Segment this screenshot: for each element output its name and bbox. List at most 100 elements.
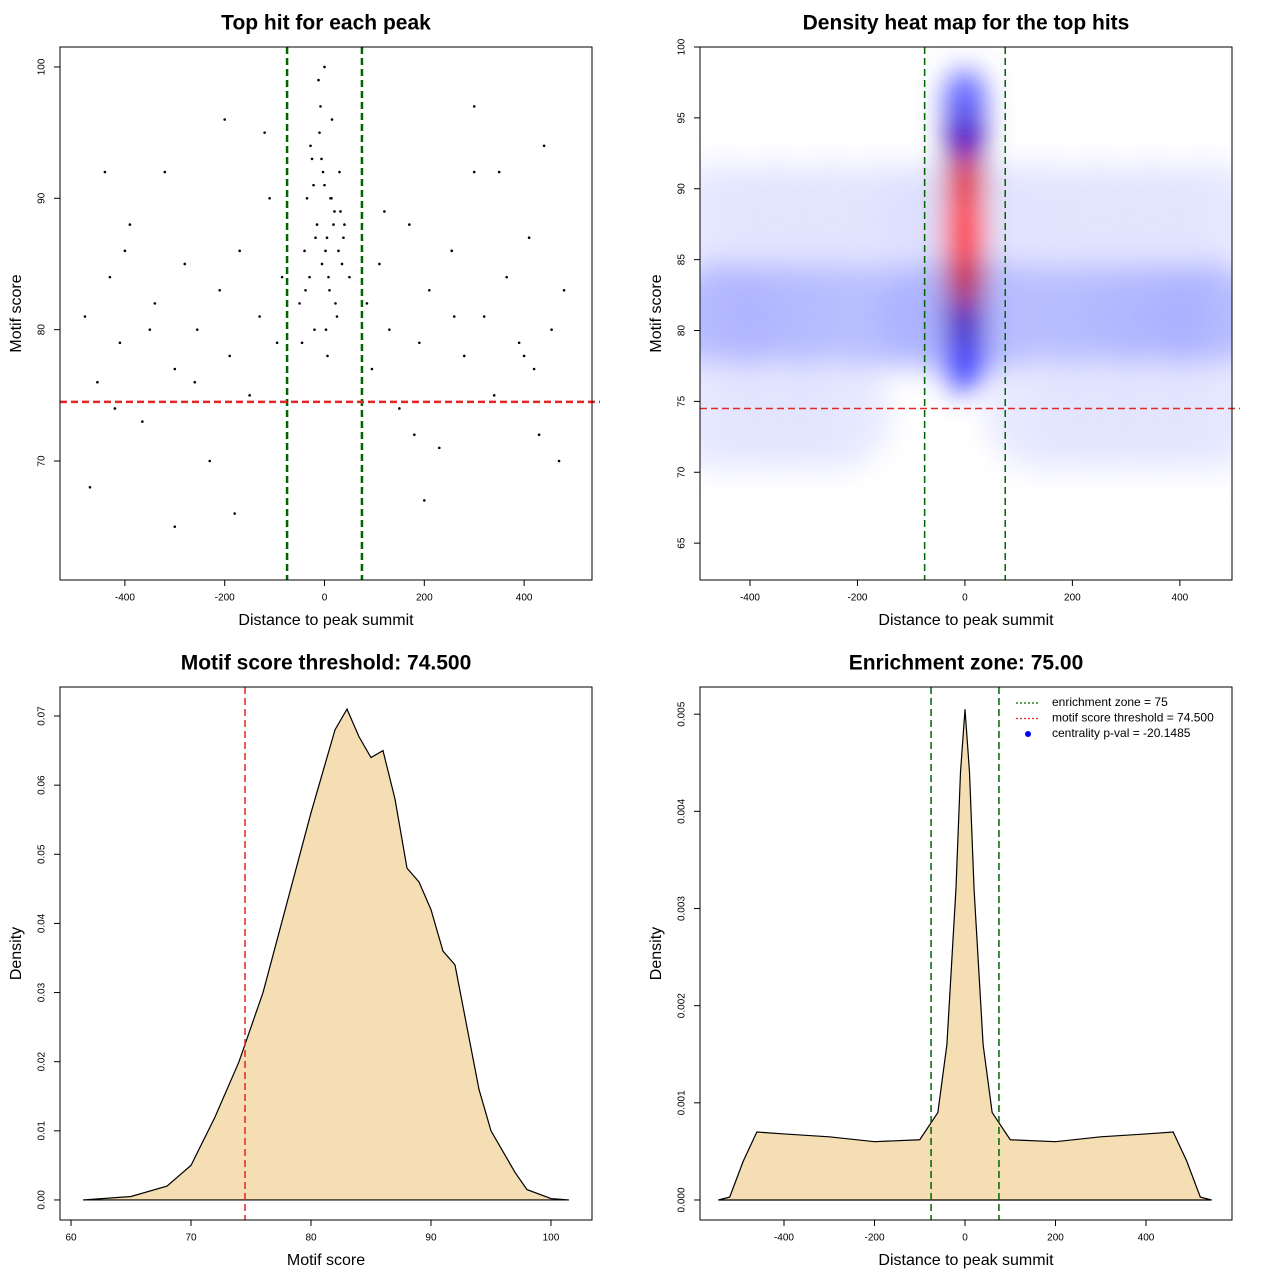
y-tick-label: 65 [677, 537, 688, 549]
point [233, 512, 236, 515]
y-tick-label: 95 [677, 112, 688, 124]
point [305, 197, 309, 200]
point [338, 170, 341, 174]
y-tick-label: 0.03 [37, 982, 48, 1002]
point [334, 302, 337, 305]
point [96, 380, 99, 384]
y-tick-label: 0.000 [677, 1187, 688, 1212]
y-tick-label: 70 [37, 455, 48, 467]
x-tick-label: 60 [65, 1233, 77, 1244]
x-tick-label: 70 [185, 1233, 197, 1244]
point [542, 144, 546, 148]
point [437, 446, 441, 450]
point [324, 249, 327, 253]
point [163, 170, 167, 174]
point [88, 485, 92, 489]
x-tick-label: -400 [115, 593, 135, 604]
point [118, 341, 122, 345]
y-tick-label: 80 [677, 325, 688, 337]
x-tick-label: -400 [774, 1233, 794, 1244]
y-tick-label: 0.005 [677, 701, 688, 726]
point [348, 275, 351, 279]
legend-label: centrality p-val = -20.1485 [1052, 726, 1191, 740]
plot-frame [699, 686, 1233, 1221]
density-cell [1146, 162, 1232, 273]
heat-layer [700, 69, 1232, 471]
point [537, 433, 541, 437]
point [418, 341, 421, 345]
point [378, 262, 381, 266]
point [173, 367, 177, 371]
point [318, 131, 321, 134]
point [413, 433, 416, 437]
point [388, 328, 391, 331]
point [492, 394, 496, 397]
density-area [718, 709, 1212, 1201]
x-axis-label: Distance to peak summit [238, 612, 414, 629]
y-tick-label: 80 [37, 324, 48, 336]
plot-frame [59, 686, 593, 1221]
point [113, 407, 117, 410]
point [328, 288, 331, 292]
y-tick-label: 0.02 [37, 1052, 48, 1072]
point [310, 157, 314, 161]
point [324, 328, 328, 331]
point [320, 157, 323, 161]
x-tick-label: -400 [740, 593, 760, 604]
point [557, 459, 561, 463]
x-tick-label: -200 [864, 1233, 884, 1244]
y-tick-label: 70 [677, 466, 688, 478]
point [517, 341, 521, 345]
x-tick-label: 100 [543, 1233, 560, 1244]
point [323, 183, 326, 187]
density-cell [1146, 360, 1232, 471]
point [321, 170, 325, 174]
point [123, 249, 127, 253]
point [309, 144, 312, 148]
point [532, 367, 536, 371]
x-tick-label: 0 [962, 1233, 968, 1244]
point [108, 275, 112, 279]
x-tick-label: 80 [305, 1233, 317, 1244]
point [383, 210, 386, 213]
y-tick-label: 0.01 [37, 1121, 48, 1141]
density-area [82, 707, 570, 1201]
point [450, 249, 454, 253]
x-tick-label: -200 [215, 593, 235, 604]
point [482, 315, 486, 318]
point [312, 183, 315, 187]
chart-title: Density heat map for the top hits [803, 12, 1130, 35]
y-tick-label: 0.00 [37, 1190, 48, 1210]
point [308, 275, 311, 279]
density-cell [1146, 261, 1232, 372]
point [128, 223, 132, 226]
y-tick-label: 100 [677, 38, 688, 55]
point [313, 328, 316, 331]
point [218, 288, 221, 292]
y-axis-label: Density [8, 927, 25, 980]
plot-area [83, 65, 566, 528]
point [300, 341, 304, 345]
point [522, 354, 526, 358]
y-tick-label: 0.001 [677, 1090, 688, 1115]
point [428, 288, 431, 292]
point [153, 302, 157, 305]
point [148, 328, 152, 331]
chart-title: Enrichment zone: 75.00 [849, 652, 1084, 675]
legend-label: enrichment zone = 75 [1052, 695, 1168, 709]
point [398, 407, 401, 410]
point [141, 420, 144, 423]
point [337, 249, 340, 253]
point [562, 288, 566, 292]
point [103, 170, 107, 174]
y-tick-label: 0.04 [37, 913, 48, 933]
plot-area [82, 707, 570, 1201]
x-tick-label: 400 [516, 593, 533, 604]
point [342, 236, 345, 240]
x-tick-label: 200 [416, 593, 433, 604]
point [472, 105, 476, 108]
point [317, 78, 320, 82]
point [326, 354, 329, 358]
legend-label: motif score threshold = 74.500 [1052, 711, 1214, 725]
